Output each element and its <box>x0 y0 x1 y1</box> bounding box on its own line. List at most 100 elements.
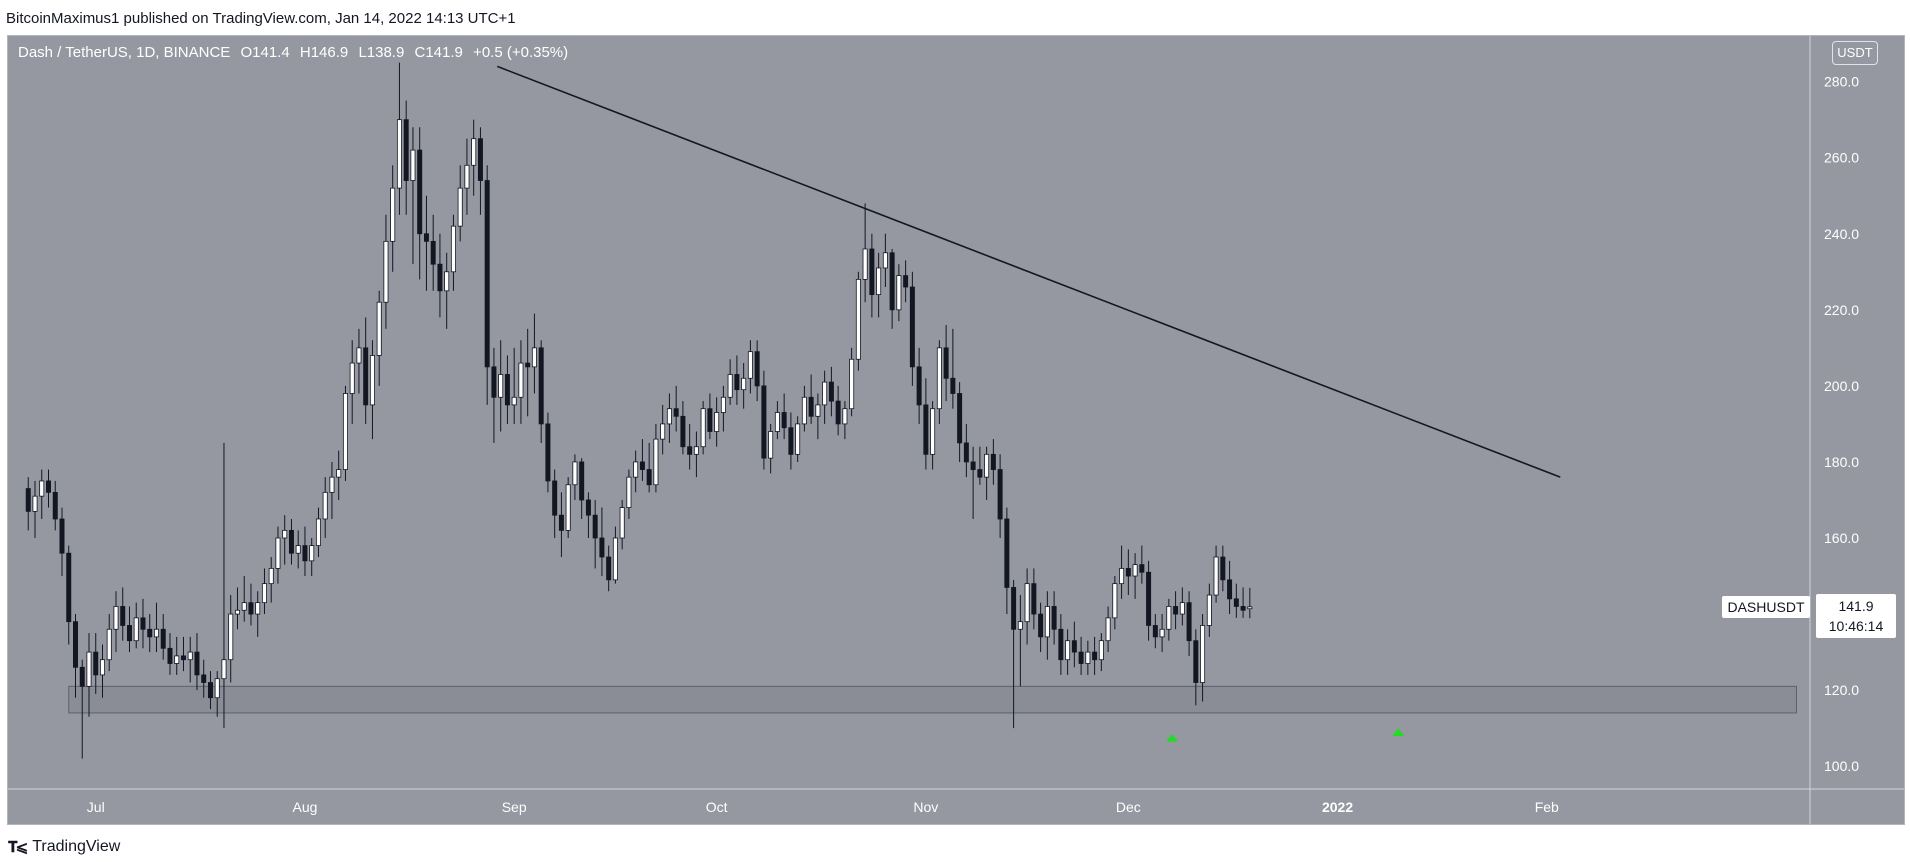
candle-up <box>221 659 227 680</box>
candle-up <box>511 396 517 406</box>
candle-down <box>558 514 564 531</box>
candle-up <box>896 275 902 311</box>
candle-up <box>99 659 105 676</box>
candle-up <box>1159 628 1165 638</box>
candle-up <box>255 602 261 615</box>
candle-up <box>774 412 780 432</box>
candle-up <box>619 507 625 539</box>
candle-up <box>498 374 504 398</box>
currency-button[interactable]: USDT <box>1832 41 1878 65</box>
candle-down <box>828 381 834 402</box>
candle-up <box>275 537 281 569</box>
candle-up <box>1247 606 1253 610</box>
candle-up <box>849 358 855 410</box>
legend-high-label: H <box>299 44 311 61</box>
candle-down <box>950 377 956 394</box>
candle-down <box>1071 640 1077 653</box>
descending-trendline[interactable] <box>497 65 1561 478</box>
candle-up <box>815 404 821 417</box>
candle-up <box>241 602 247 611</box>
candle-down <box>592 514 598 539</box>
candle-up <box>349 362 355 394</box>
candle-up <box>39 480 45 497</box>
candle-down <box>680 415 686 448</box>
candle-down <box>1146 571 1152 626</box>
candle-down <box>970 461 976 470</box>
candle-up <box>700 408 706 448</box>
candle-down <box>194 651 200 676</box>
publisher-line: BitcoinMaximus1 published on TradingView… <box>6 10 516 27</box>
candle-down <box>1051 606 1057 630</box>
candle-up <box>214 678 220 699</box>
candle-down <box>646 469 652 486</box>
candle-up <box>309 545 315 562</box>
candle-down <box>808 396 814 417</box>
candle-down <box>417 149 423 235</box>
candle-up <box>315 518 321 547</box>
candle-up <box>531 347 537 368</box>
candle-down <box>1227 579 1233 600</box>
candle-down <box>903 275 909 288</box>
candle-up <box>1213 556 1219 596</box>
candle-up <box>1105 617 1111 642</box>
candle-up <box>342 393 348 470</box>
candle-down <box>1078 651 1084 664</box>
candle-up <box>822 381 828 406</box>
candle-up <box>855 278 861 360</box>
candle-down <box>585 499 591 516</box>
candle-up <box>268 568 274 585</box>
candle-down <box>180 655 186 661</box>
candle-down <box>707 408 713 432</box>
candle-up <box>660 423 666 440</box>
candle-up <box>444 271 450 292</box>
candle-up <box>930 408 936 455</box>
candle-up <box>86 651 92 687</box>
support-zone <box>68 685 1798 714</box>
candle-up <box>450 225 456 273</box>
candle-down <box>525 362 531 368</box>
candle-up <box>464 164 470 189</box>
candle-up <box>106 628 112 661</box>
candle-up <box>1044 606 1050 638</box>
candle-down <box>909 286 915 368</box>
candle-up <box>457 187 463 227</box>
candle-down <box>1152 625 1158 638</box>
candle-down <box>363 347 369 406</box>
candle-up <box>261 583 267 604</box>
time-axis[interactable] <box>8 789 1810 824</box>
candle-down <box>167 647 173 664</box>
arrow-up-icon <box>1392 727 1405 736</box>
candle-down <box>430 240 436 265</box>
candle-up <box>727 374 733 398</box>
candle-down <box>72 621 78 668</box>
candle-down <box>1193 640 1199 683</box>
time-tick-label: Sep <box>502 799 527 815</box>
candle-up <box>295 545 301 554</box>
price-axis[interactable] <box>1810 36 1904 824</box>
candle-down <box>484 180 490 368</box>
candle-up <box>1024 583 1030 623</box>
candle-down <box>477 138 483 181</box>
tradingview-logo[interactable]: 𝐓⩽ TradingView <box>8 838 120 856</box>
candle-down <box>126 625 132 642</box>
candle-down <box>990 453 996 470</box>
legend-symbol: Dash / TetherUS, 1D, BINANCE <box>18 44 231 61</box>
candle-down <box>25 488 31 512</box>
last-price-label: 141.9 10:46:14 <box>1816 594 1896 638</box>
legend-high-value: 146.9 <box>310 44 349 61</box>
candle-up <box>174 655 180 664</box>
candle-up <box>1200 625 1206 683</box>
legend-close-value: 141.9 <box>425 44 463 61</box>
candle-down <box>552 480 558 516</box>
legend-low-value: 138.9 <box>366 44 405 61</box>
candle-up <box>1132 564 1138 577</box>
candle-down <box>606 556 612 581</box>
symbol-price-label: DASHUSDT <box>1722 596 1810 618</box>
candle-down <box>788 427 794 455</box>
plot-area[interactable] <box>8 36 1810 789</box>
chart-legend: Dash / TetherUS, 1D, BINANCE O141.4 H146… <box>18 44 568 61</box>
candle-down <box>599 537 605 558</box>
candle-up <box>187 651 193 661</box>
last-price-value: 141.9 <box>1838 598 1874 614</box>
